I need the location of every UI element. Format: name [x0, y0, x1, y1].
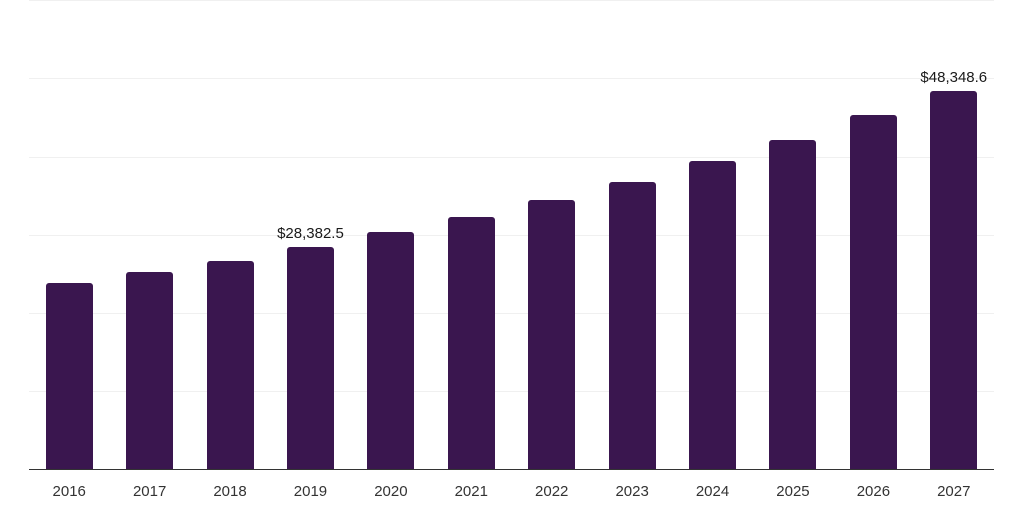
x-axis-line: [29, 469, 994, 470]
value-label-2019: $28,382.5: [277, 224, 344, 242]
x-tick-2018: 2018: [213, 483, 247, 500]
x-tick-2026: 2026: [856, 483, 891, 500]
gridline-30000: [29, 234, 994, 236]
gridline-50000: [29, 78, 994, 80]
gridline-60000: [29, 0, 994, 1]
x-tick-2017: 2017: [132, 483, 167, 500]
x-tick-2024: 2024: [695, 483, 730, 500]
x-axis-tick-row: 2016 2017 2018 2019 2020 2021 2022 2023 2024 2025…: [29, 480, 994, 504]
bar-2017[interactable]: [126, 271, 174, 469]
x-tick-2023: 2023: [615, 483, 649, 500]
bar-2025[interactable]: [769, 139, 817, 469]
bar-2026[interactable]: [849, 115, 897, 469]
bar-2016[interactable]: [45, 282, 93, 469]
x-tick-2027: 2027: [937, 483, 971, 500]
bar-2018[interactable]: [206, 260, 254, 469]
gridline-10000: [29, 391, 994, 393]
bar-2021[interactable]: [447, 217, 495, 469]
x-tick-2025: 2025: [776, 483, 810, 500]
x-tick-2021: 2021: [454, 483, 488, 500]
bar-2019[interactable]: [286, 246, 334, 469]
x-tick-2022: 2022: [535, 483, 569, 500]
bar-2023[interactable]: [608, 181, 656, 469]
x-tick-2016: 2016: [52, 483, 86, 500]
bar-2022[interactable]: [528, 199, 576, 469]
bar-2027[interactable]: [930, 90, 978, 469]
gridline-20000: [29, 313, 994, 314]
bar-2024[interactable]: [689, 161, 737, 469]
x-tick-2019: 2019: [293, 483, 328, 500]
value-label-2027: $48,348.6: [920, 68, 988, 86]
gridline-40000: [29, 156, 994, 158]
bar-2020[interactable]: [367, 232, 415, 469]
x-tick-2020: 2020: [374, 483, 408, 500]
plot-area: $28,382.5 $48,348.6: [29, 0, 994, 470]
